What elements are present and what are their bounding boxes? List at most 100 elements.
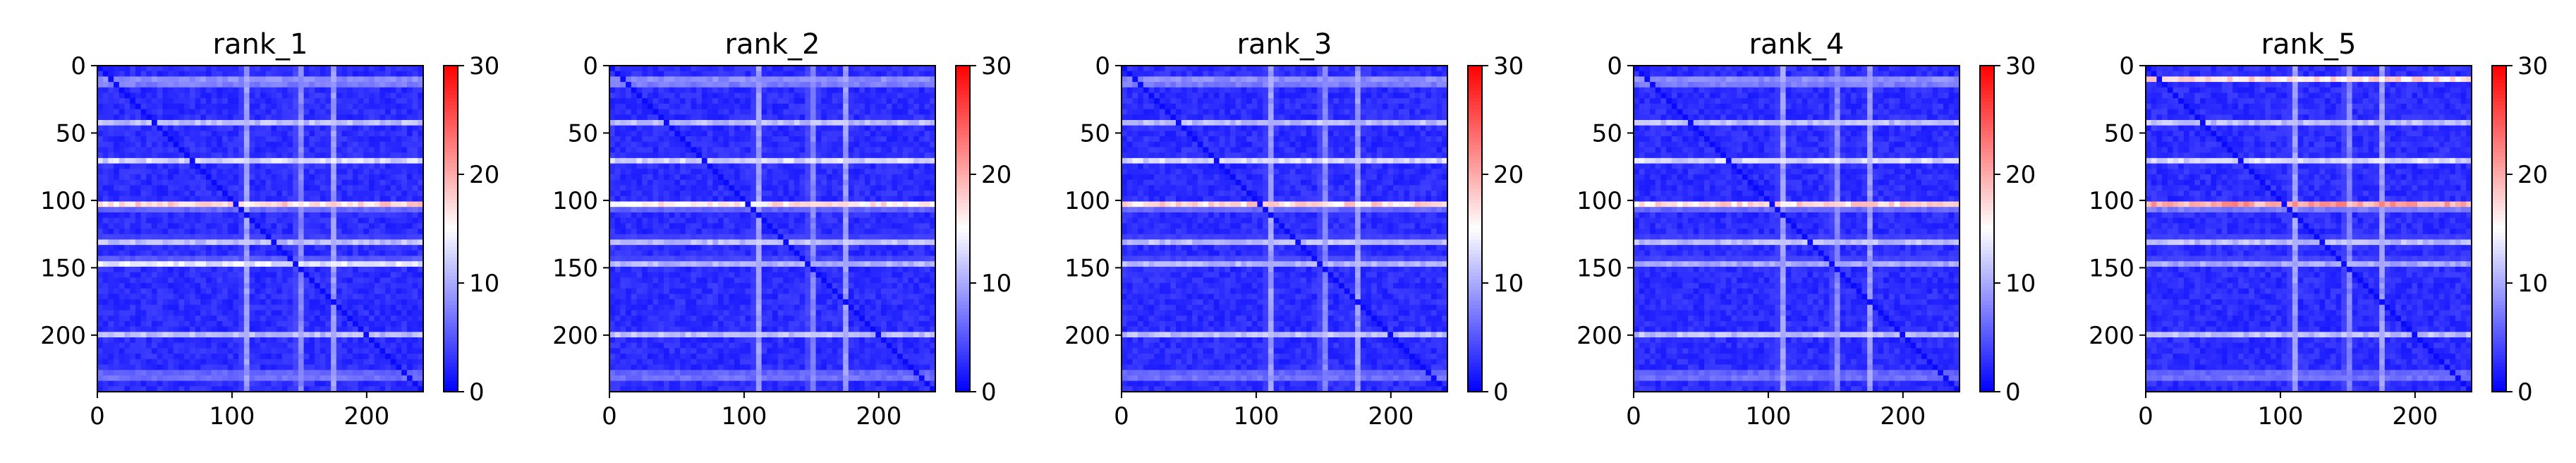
heatmap-cell bbox=[135, 288, 142, 294]
heatmap-cell bbox=[200, 239, 207, 246]
heatmap-cell bbox=[157, 283, 163, 289]
heatmap-cell bbox=[130, 326, 136, 332]
heatmap-cell bbox=[298, 320, 305, 327]
heatmap-cell bbox=[217, 179, 223, 186]
heatmap-cell bbox=[331, 348, 337, 354]
heatmap-cell bbox=[315, 120, 321, 126]
heatmap-cell bbox=[718, 98, 724, 104]
heatmap-cell bbox=[325, 310, 332, 316]
heatmap-cell bbox=[379, 326, 386, 332]
heatmap-cell bbox=[837, 174, 844, 181]
heatmap-cell bbox=[238, 92, 245, 99]
heatmap-cell bbox=[729, 141, 735, 148]
heatmap-cell bbox=[281, 125, 288, 131]
heatmap-cell bbox=[626, 163, 632, 169]
heatmap-cell bbox=[265, 147, 272, 153]
heatmap-cell bbox=[162, 71, 169, 77]
heatmap-cell bbox=[320, 283, 326, 289]
heatmap-cell bbox=[293, 125, 299, 131]
heatmap-cell bbox=[108, 174, 114, 181]
heatmap-cell bbox=[930, 82, 936, 88]
heatmap-cell bbox=[102, 212, 109, 219]
heatmap-cell bbox=[140, 147, 147, 153]
heatmap-cell bbox=[369, 386, 375, 392]
heatmap-cell bbox=[157, 217, 163, 224]
heatmap-cell bbox=[281, 109, 288, 115]
heatmap-cell bbox=[385, 157, 391, 164]
heatmap-cell bbox=[783, 98, 789, 104]
heatmap-cell bbox=[390, 131, 397, 137]
heatmap-cell bbox=[325, 229, 332, 235]
heatmap-cell bbox=[701, 163, 708, 169]
heatmap-cell bbox=[636, 163, 643, 169]
heatmap-cell bbox=[303, 174, 310, 181]
heatmap-cell bbox=[130, 87, 136, 94]
heatmap-cell bbox=[298, 234, 305, 240]
heatmap-cell bbox=[114, 103, 120, 110]
heatmap-cell bbox=[173, 277, 180, 284]
heatmap-cell bbox=[347, 212, 353, 219]
heatmap-cell bbox=[412, 76, 418, 83]
heatmap-cell bbox=[195, 98, 201, 104]
heatmap-cell bbox=[320, 71, 326, 77]
heatmap-cell bbox=[287, 342, 293, 349]
heatmap-cell bbox=[293, 359, 299, 366]
heatmap-cell bbox=[642, 163, 648, 169]
heatmap-cell bbox=[729, 147, 735, 153]
heatmap-cell bbox=[902, 103, 909, 110]
heatmap-cell bbox=[271, 337, 277, 344]
heatmap-cell bbox=[162, 185, 169, 191]
heatmap-cell bbox=[777, 114, 784, 121]
heatmap-cell bbox=[406, 229, 413, 235]
heatmap-cell bbox=[162, 277, 169, 284]
heatmap-cell bbox=[674, 71, 681, 77]
heatmap-cell bbox=[173, 152, 180, 159]
heatmap-cell bbox=[315, 326, 321, 332]
heatmap-cell bbox=[108, 310, 114, 316]
heatmap-cell bbox=[189, 337, 196, 344]
heatmap-cell bbox=[347, 229, 353, 235]
heatmap-cell bbox=[277, 310, 283, 316]
heatmap-cell bbox=[406, 191, 413, 197]
heatmap-cell bbox=[189, 169, 196, 175]
heatmap-cell bbox=[358, 152, 364, 159]
heatmap-cell bbox=[277, 103, 283, 110]
heatmap-cell bbox=[249, 364, 255, 371]
heatmap-cell bbox=[369, 239, 375, 246]
heatmap-cell bbox=[331, 288, 337, 294]
heatmap-cell bbox=[837, 109, 844, 115]
heatmap-cell bbox=[189, 196, 196, 203]
heatmap-cell bbox=[336, 364, 343, 371]
heatmap-cell bbox=[401, 76, 408, 83]
heatmap-cell bbox=[718, 82, 724, 88]
heatmap-cell bbox=[755, 66, 763, 72]
heatmap-cell bbox=[358, 136, 364, 143]
heatmap-cell bbox=[265, 185, 272, 191]
heatmap-cell bbox=[298, 342, 305, 349]
heatmap-cell bbox=[331, 201, 337, 208]
heatmap-cell bbox=[189, 114, 196, 121]
heatmap-cell bbox=[303, 71, 310, 77]
heatmap-cell bbox=[124, 223, 130, 229]
heatmap-cell bbox=[303, 266, 310, 273]
heatmap-cell bbox=[271, 250, 277, 257]
heatmap-cell bbox=[734, 114, 741, 121]
heatmap-cell bbox=[626, 147, 632, 153]
heatmap-cell bbox=[631, 71, 638, 77]
heatmap-cell bbox=[206, 76, 212, 83]
heatmap-cell bbox=[152, 255, 158, 262]
heatmap-cell bbox=[227, 315, 234, 322]
heatmap-cell bbox=[265, 272, 272, 278]
heatmap-cell bbox=[832, 98, 838, 104]
heatmap-cell bbox=[309, 185, 315, 191]
heatmap-cell bbox=[767, 82, 773, 88]
heatmap-cell bbox=[146, 250, 152, 257]
heatmap-cell bbox=[385, 272, 391, 278]
heatmap-cell bbox=[369, 304, 375, 311]
heatmap-cell bbox=[390, 71, 397, 77]
heatmap-cell bbox=[130, 348, 136, 354]
heatmap-cell bbox=[200, 87, 207, 94]
heatmap-cell bbox=[396, 98, 402, 104]
heatmap-cell bbox=[298, 250, 305, 257]
heatmap-cell bbox=[249, 299, 255, 306]
